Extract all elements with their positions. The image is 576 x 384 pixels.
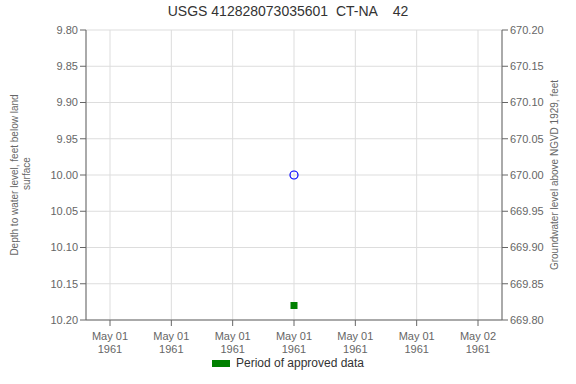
html-text:Period of approved data: Period of approved data [236, 356, 364, 370]
svg-text:10.20: 10.20 [50, 314, 78, 326]
svg-text:9.90: 9.90 [57, 96, 78, 108]
svg-text:May 021961: May 021961 [460, 330, 496, 355]
svg-text:May 011961: May 011961 [153, 330, 189, 355]
svg-text:10.10: 10.10 [50, 241, 78, 253]
svg-text:10.05: 10.05 [50, 205, 78, 217]
svg-text:Groundwater level above NGVD 1: Groundwater level above NGVD 1929, feet [549, 80, 560, 270]
svg-text:669.90: 669.90 [510, 241, 544, 253]
svg-text:9.95: 9.95 [57, 133, 78, 145]
svg-text:May 011961: May 011961 [276, 330, 312, 355]
svg-text:670.05: 670.05 [510, 133, 544, 145]
svg-text:Depth to water level, feet bel: Depth to water level, feet below land su… [9, 94, 32, 255]
svg-text:670.10: 670.10 [510, 96, 544, 108]
svg-text:669.80: 669.80 [510, 314, 544, 326]
svg-text:May 011961: May 011961 [215, 330, 251, 355]
svg-text:9.85: 9.85 [57, 60, 78, 72]
svg-text:May 011961: May 011961 [92, 330, 128, 355]
svg-text:May 011961: May 011961 [337, 330, 373, 355]
svg-text:669.85: 669.85 [510, 278, 544, 290]
svg-text:670.15: 670.15 [510, 60, 544, 72]
html-text:USGS 412828073035601 CT-NA 42: USGS 412828073035601 CT-NA 42 [167, 3, 409, 19]
svg-text:670.00: 670.00 [510, 169, 544, 181]
svg-text:669.95: 669.95 [510, 205, 544, 217]
svg-text:9.80: 9.80 [57, 24, 78, 36]
svg-text:10.15: 10.15 [50, 278, 78, 290]
svg-text:10.00: 10.00 [50, 169, 78, 181]
svg-text:670.20: 670.20 [510, 24, 544, 36]
svg-text:May 011961: May 011961 [399, 330, 435, 355]
